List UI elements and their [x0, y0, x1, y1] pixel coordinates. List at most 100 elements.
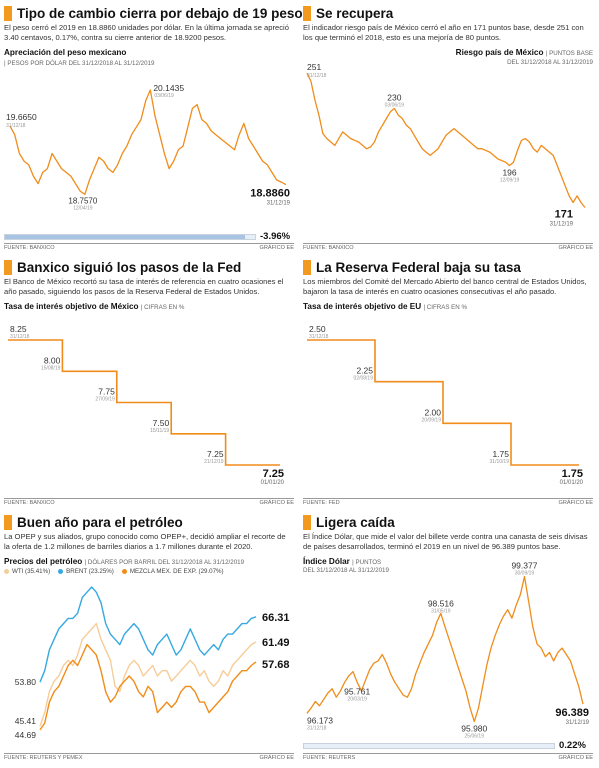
panel-description: El Banco de México recortó su tasa de in… [4, 277, 284, 296]
legend-label: BRENT (23.25%) [66, 568, 114, 575]
step-value: 8.25 [10, 324, 27, 334]
pt-series-line-2 [39, 643, 257, 731]
chart-unit-range: DEL 31/12/2018 AL 31/12/2019 [507, 59, 593, 66]
panel-title: La Reserva Federal baja su tasa [316, 259, 521, 275]
annotation-date: 31/12/18 [307, 725, 327, 731]
panel-title: Ligera caída [316, 514, 395, 530]
step-value: 2.50 [309, 324, 326, 334]
fed-step-line [307, 339, 579, 466]
source-label: FUENTE: BANXICO [4, 245, 55, 251]
credit-label: GRÁFICO EE [259, 755, 295, 761]
credit-label: GRÁFICO EE [558, 755, 594, 761]
divider [303, 753, 593, 754]
annotation-date: 20/03/19 [347, 696, 367, 702]
panel-indice-dolar: Ligera caída El Índice Dólar, que mide e… [303, 513, 593, 765]
change-bar [4, 234, 256, 240]
panel-title: Buen año para el petróleo [17, 514, 183, 530]
annotation-value: 53.80 [15, 677, 37, 687]
section-square-icon [303, 514, 311, 530]
annotation-date: 03/06/19 [154, 93, 174, 99]
panel-header: Ligera caída [303, 513, 395, 531]
step-value: 8.00 [44, 355, 61, 365]
annotation-value-final: 57.68 [262, 659, 290, 671]
panel-header: Buen año para el petróleo [4, 513, 183, 531]
annotation-value-final: 66.31 [262, 612, 290, 624]
source-label: FUENTE: BANXICO [303, 245, 354, 251]
legend-dot-icon [4, 569, 9, 574]
chart-unit: | PESOS POR DÓLAR DEL 31/12/2018 AL 31/1… [4, 60, 155, 67]
annotation-value: 96.173 [307, 715, 333, 725]
step-value: 7.75 [98, 387, 115, 397]
change-value: 0.22% [559, 740, 586, 751]
annotation-value-final: 171 [555, 209, 573, 221]
annotation-value: 44.69 [15, 730, 37, 740]
change-bar-fill [5, 235, 245, 239]
step-value: 7.25 [207, 449, 224, 459]
step-date: 31/10/19 [490, 459, 510, 465]
legend-dot-icon [121, 569, 127, 574]
chart-pt: 53.80 45.41 44.69 66.31 61.49 57.68 [15, 586, 290, 740]
step-date-final: 01/01/20 [261, 480, 285, 486]
annotation-value: 19.6650 [6, 112, 37, 122]
annotation-value: 230 [387, 92, 401, 102]
legend-wti: WTI (35.41%) [4, 568, 50, 575]
panel-title: Se recupera [316, 5, 394, 21]
chart-unit: | DÓLARES POR BARRIL DEL 31/12/2018 AL 3… [84, 559, 245, 566]
panel-description: La OPEP y sus aliados, grupo conocido co… [4, 532, 286, 551]
chart-title: Tasa de interés objetivo de México | CIF… [4, 302, 184, 313]
chart-title: Precios del petróleo | DÓLARES POR BARRI… [4, 557, 244, 568]
step-value: 2.00 [424, 407, 441, 417]
credit-label: GRÁFICO EE [259, 500, 295, 506]
step-date: 02/08/19 [354, 376, 374, 382]
divider [4, 498, 294, 499]
pt-series-line-0 [39, 622, 257, 727]
panel-description: El peso cerró el 2019 en 18.8860 unidade… [4, 23, 289, 42]
panel-description: El Índice Dólar, que mide el valor del b… [303, 532, 588, 551]
annotation-value: 95.761 [344, 686, 370, 696]
step-date: 21/12/19 [204, 459, 224, 465]
legend-mezcla: MEZCLA MEX. DE EXP. (29.07%) [121, 568, 224, 575]
source-label: FUENTE: REUTERS Y PEMEX [4, 755, 83, 761]
legend-brent: BRENT (23.25%) [58, 568, 114, 575]
divider [4, 753, 294, 754]
chart-title: Apreciación del peso mexicano [4, 48, 126, 58]
step-value: 1.75 [492, 449, 509, 459]
chart-title-text: Precios del petróleo [4, 557, 83, 566]
annotation-date: 31/12/19 [566, 720, 590, 726]
chart-title-text: Riesgo país de México [455, 48, 544, 57]
annotation-date: 12/09/19 [500, 178, 520, 184]
annotation-date: 12/04/19 [73, 205, 93, 211]
credit-label: GRÁFICO EE [558, 500, 594, 506]
panel-header: Se recupera [303, 4, 393, 22]
step-date: 20/09/19 [422, 417, 442, 423]
chart-unit: | CIFRAS EN % [140, 304, 185, 311]
section-square-icon [303, 259, 311, 275]
panel-tipo-cambio: Tipo de cambio cierra por debajo de 19 p… [4, 4, 310, 252]
annotation-date: 31/12/19 [267, 201, 291, 207]
annotation-value: 99.377 [511, 561, 537, 571]
chart-unit: | CIFRAS EN % [423, 304, 467, 311]
annotation-date: 31/12/18 [6, 123, 26, 129]
panel-header: La Reserva Federal baja su tasa [303, 258, 521, 276]
panel-title: Tipo de cambio cierra por debajo de 19 p… [17, 5, 311, 21]
chart-title: Riesgo país de México | PUNTOS BASE [456, 48, 593, 59]
dx-series-line [306, 575, 584, 723]
annotation-value: 196 [502, 168, 516, 178]
step-date: 15/08/19 [41, 365, 61, 371]
section-square-icon [4, 514, 12, 530]
section-square-icon [4, 259, 12, 275]
annotation-value: 20.1435 [153, 83, 184, 93]
pt-series-line-1 [39, 586, 257, 683]
panel-title: Banxico siguió los pasos de la Fed [17, 259, 242, 275]
annotation-date: 25/06/19 [465, 734, 485, 740]
annotation-value: 95.980 [461, 724, 487, 734]
section-square-icon [4, 5, 12, 21]
panel-banxico: Banxico siguió los pasos de la Fed El Ba… [4, 258, 294, 508]
annotation-value-final: 61.49 [262, 637, 290, 649]
chart-title-text: Índice Dólar [303, 557, 350, 566]
chart-unit: | PUNTOS BASE [545, 50, 593, 57]
